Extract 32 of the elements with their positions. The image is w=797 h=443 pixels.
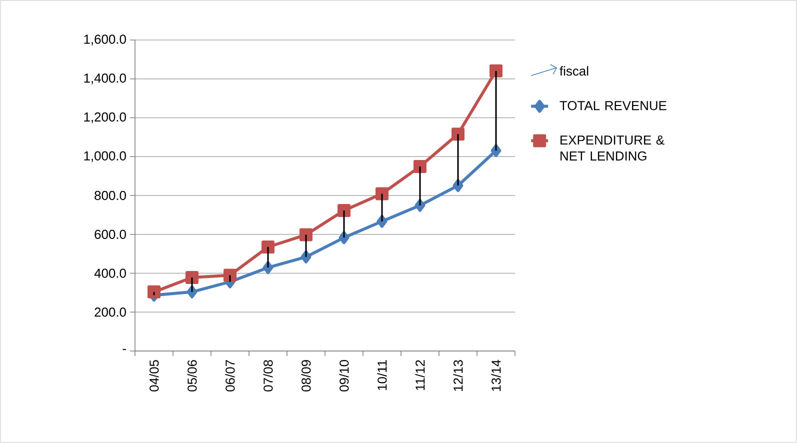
x-tick-label: 06/07 xyxy=(225,360,235,392)
legend-label: fiscal xyxy=(560,66,588,76)
y-tick-label: 400.0 xyxy=(94,268,126,278)
y-tick-label: - xyxy=(122,349,126,350)
x-tick-label: 04/05 xyxy=(149,360,159,392)
point xyxy=(224,268,237,282)
y-tick-label: 200.0 xyxy=(94,308,126,317)
x-tick-label: 12/13 xyxy=(453,360,463,391)
y-tick-label: 1,000.0 xyxy=(84,151,126,162)
y-tick-label: 800.0 xyxy=(94,190,126,200)
x-tick-label: 07/08 xyxy=(263,360,273,392)
y-tick-label: 1,200.0 xyxy=(84,112,126,124)
x-tick-label: 05/06 xyxy=(187,360,197,392)
y-tick-label: 600.0 xyxy=(94,230,126,239)
point xyxy=(148,285,160,298)
point xyxy=(262,240,275,254)
point xyxy=(186,271,198,284)
point xyxy=(300,228,313,242)
x-tick-label: 09/10 xyxy=(339,360,349,392)
legend-label: EXPENDITURE & NET LENDING xyxy=(560,136,664,161)
y-tick-label: 1,600.0 xyxy=(84,34,126,46)
y-tick-label: 1,400.0 xyxy=(84,74,126,84)
x-tick-label: 13/14 xyxy=(491,360,501,391)
point xyxy=(490,64,503,78)
point xyxy=(338,204,351,217)
point xyxy=(452,128,465,141)
point xyxy=(376,187,389,200)
x-tick-label: 08/09 xyxy=(301,360,311,392)
point xyxy=(414,160,427,174)
legend-label: TOTAL REVENUE xyxy=(560,101,666,110)
x-tick-label: 11/12 xyxy=(415,360,425,390)
x-tick-label: 10/11 xyxy=(377,360,387,390)
